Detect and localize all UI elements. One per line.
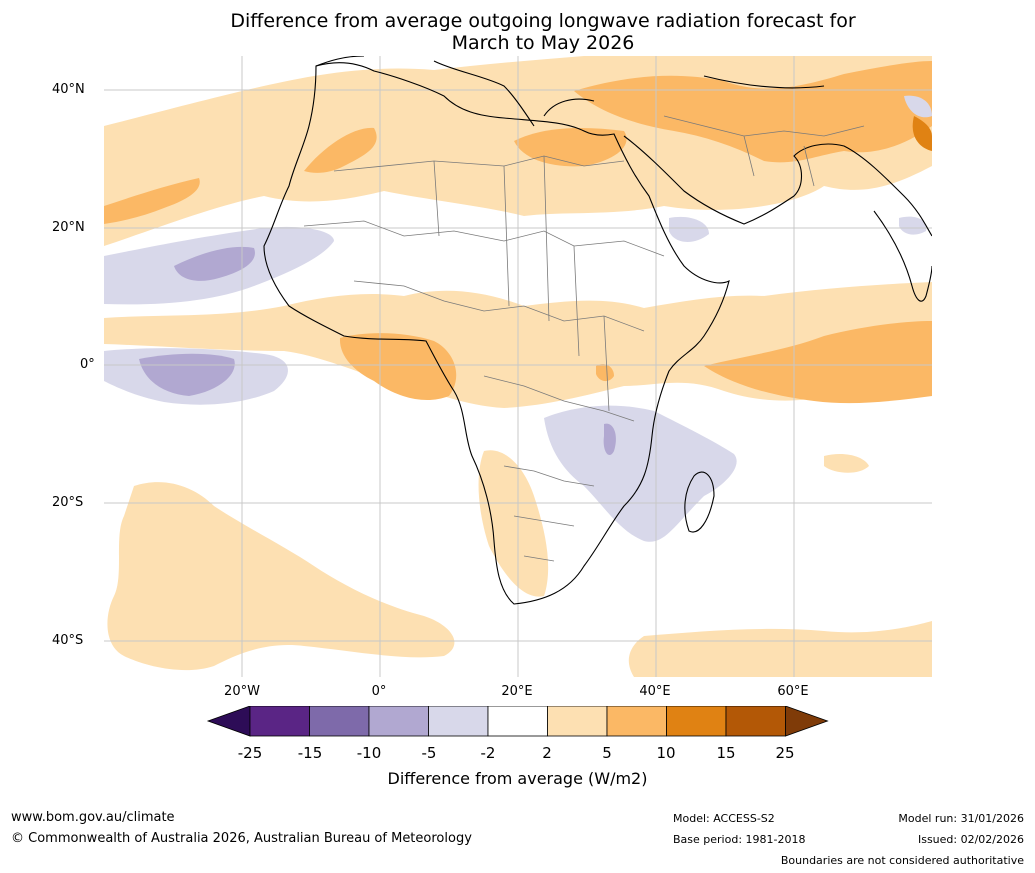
colorbar-segment xyxy=(309,706,370,737)
light-purple-iran xyxy=(904,95,932,118)
chart-title: Difference from average outgoing longwav… xyxy=(0,10,1035,54)
light-orange-south-indian xyxy=(628,621,932,677)
purple-malawi xyxy=(603,423,616,456)
lon-label-40e: 40°E xyxy=(639,684,671,699)
orange-central-africa xyxy=(339,333,457,401)
title-line-2: March to May 2026 xyxy=(451,32,635,54)
border-verticals xyxy=(433,155,610,412)
orange-middle-east xyxy=(574,61,932,163)
footer-issued: Issued: 02/02/2026 xyxy=(917,833,1024,846)
colorbar-tick: 5 xyxy=(602,744,612,762)
purple-atlantic-eq-core xyxy=(139,353,235,396)
colorbar xyxy=(206,706,829,737)
lat-label-20s: 20°S xyxy=(52,495,84,510)
colorbar-segment xyxy=(249,706,310,737)
orange-atlantic-north xyxy=(104,178,200,224)
light-purple-east-africa xyxy=(544,405,737,542)
footer-model-run: Model run: 31/01/2026 xyxy=(898,812,1024,825)
gridlines xyxy=(104,56,932,677)
lon-label-20w: 20°W xyxy=(224,684,260,699)
footer-base-period: Base period: 1981-2018 xyxy=(673,833,806,846)
dark-orange-iran xyxy=(912,116,932,151)
india-coast xyxy=(873,210,932,302)
lon-label-60e: 60°E xyxy=(777,684,809,699)
border-sahel xyxy=(303,220,665,257)
colorbar-tick: 2 xyxy=(542,744,552,762)
light-purple-arabia xyxy=(899,216,927,235)
purple-atlantic-north-core xyxy=(174,246,255,281)
orange-indian-ocean xyxy=(704,321,932,404)
footer-disclaimer: Boundaries are not considered authoritat… xyxy=(780,854,1024,867)
colorbar-label: Difference from average (W/m2) xyxy=(387,769,648,788)
colorbar-segment xyxy=(428,706,489,737)
colorbar-segment xyxy=(725,706,786,737)
olr-anomaly-map[interactable] xyxy=(104,56,932,677)
colorbar-tick: -15 xyxy=(297,744,323,762)
lat-label-20n: 20°N xyxy=(52,220,85,235)
footer-copyright: © Commonwealth of Australia 2026, Austra… xyxy=(11,831,472,846)
border-north-africa xyxy=(333,155,625,172)
arabia-coast xyxy=(623,135,932,237)
colorbar-extend-high xyxy=(785,706,829,737)
footer-model: Model: ACCESS-S2 xyxy=(673,812,775,825)
lat-label-40s: 40°S xyxy=(52,633,84,648)
border-middle-east xyxy=(663,115,865,187)
border-south xyxy=(483,375,635,422)
lon-label-20e: 20°E xyxy=(501,684,533,699)
colorbar-tick: 15 xyxy=(716,744,736,762)
colorbar-tick: -10 xyxy=(356,744,382,762)
border-southern-africa xyxy=(503,465,595,562)
colorbar-segment xyxy=(606,706,667,737)
title-line-1: Difference from average outgoing longwav… xyxy=(230,10,856,32)
africa-coastline xyxy=(263,62,730,605)
colorbar-tick: 25 xyxy=(775,744,795,762)
light-orange-southern-africa xyxy=(478,450,549,597)
lat-label-40n: 40°N xyxy=(52,82,85,97)
colorbar-tick: 10 xyxy=(656,744,676,762)
orange-sahara-north xyxy=(304,127,377,173)
colorbar-segment xyxy=(547,706,608,737)
colorbar-tick: -25 xyxy=(237,744,263,762)
colorbar-segment xyxy=(487,706,548,737)
colorbar-segment xyxy=(666,706,727,737)
border-central xyxy=(353,280,645,332)
madagascar xyxy=(684,471,715,533)
colorbar-tick: -2 xyxy=(480,744,496,762)
colorbar-tick: -5 xyxy=(421,744,437,762)
colorbar-segment xyxy=(368,706,429,737)
lon-label-0: 0° xyxy=(371,684,387,699)
light-purple-sudan xyxy=(669,216,709,242)
orange-lake-victoria xyxy=(596,364,614,382)
europe-coast xyxy=(315,56,825,127)
coastlines xyxy=(263,56,932,605)
colorbar-extend-low xyxy=(206,706,251,737)
country-borders xyxy=(303,115,865,562)
light-orange-east-patch xyxy=(824,454,869,473)
lat-label-eq: 0° xyxy=(80,357,95,372)
colorbar-segments xyxy=(206,706,829,737)
footer-website[interactable]: www.bom.gov.au/climate xyxy=(11,810,175,825)
light-orange-south-atlantic xyxy=(107,482,455,671)
